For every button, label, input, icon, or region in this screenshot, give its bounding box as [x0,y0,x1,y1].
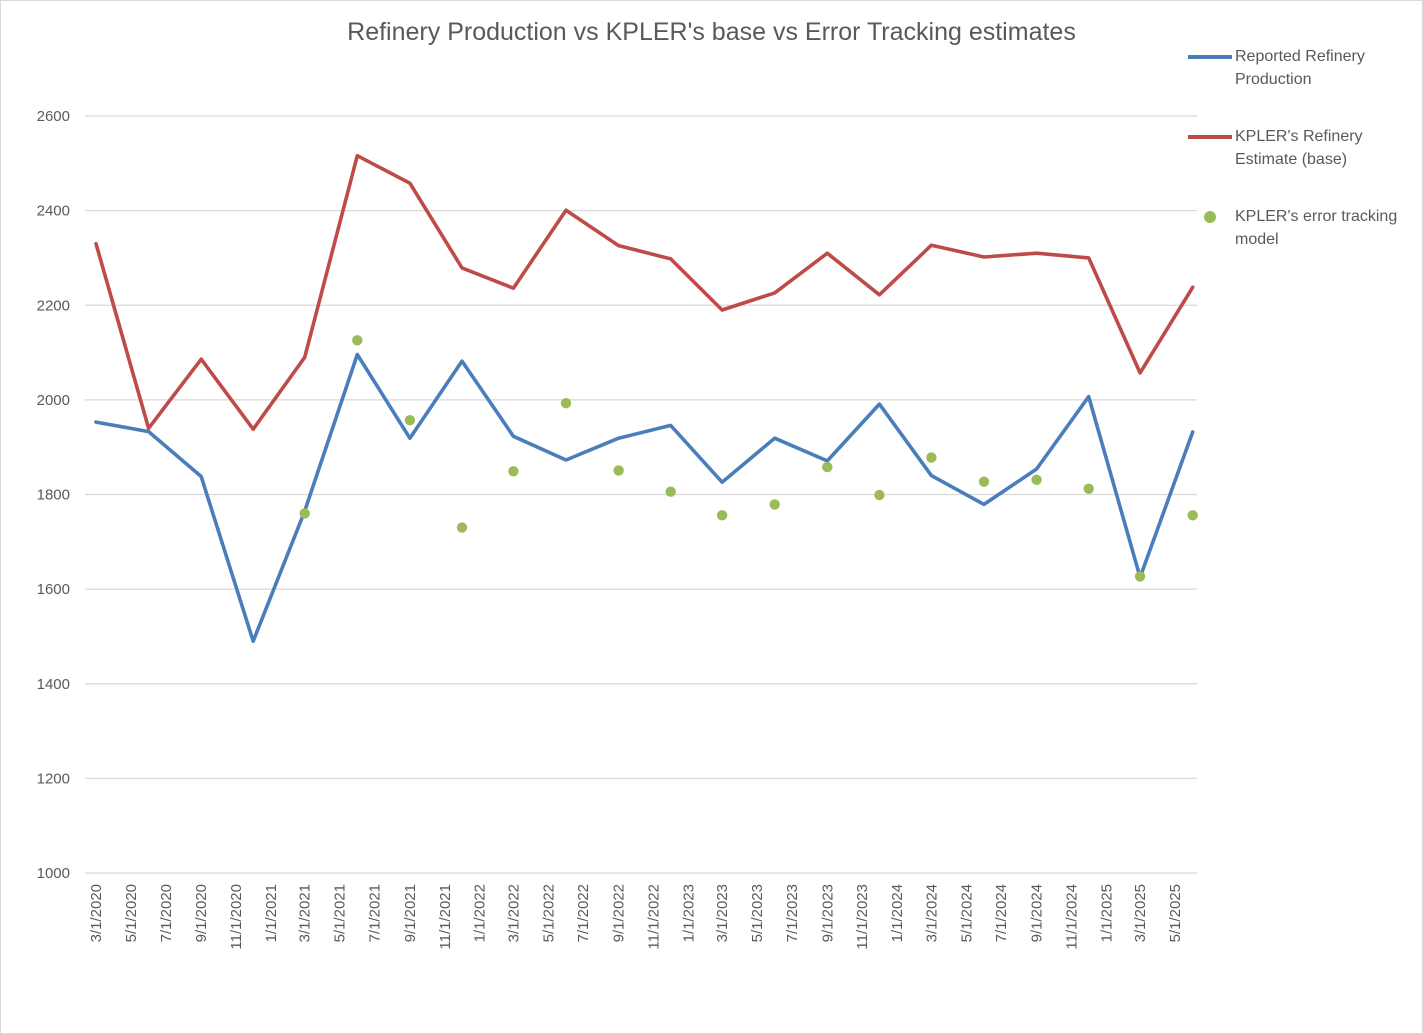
x-tick-label: 9/1/2024 [1029,884,1046,942]
x-tick-label: 9/1/2022 [611,884,628,942]
legend-item-kpler-base[interactable]: KPLER's Refinery Estimate (base) [1188,125,1418,205]
legend-label-error-tracking: KPLER's error tracking model [1235,205,1415,251]
legend-label-line: Reported Refinery [1235,48,1365,65]
data-point[interactable] [1031,474,1042,485]
data-point[interactable] [560,398,572,409]
x-tick-label: 3/1/2023 [714,884,731,942]
x-tick-label: 11/1/2021 [437,884,454,950]
series-kpler-base [94,153,1195,432]
data-point[interactable] [508,466,519,477]
y-tick-label: 1600 [37,581,70,598]
x-tick-label: 5/1/2025 [1167,884,1184,942]
x-tick-label: 9/1/2020 [193,884,210,942]
y-tick-label: 1800 [37,487,70,504]
chart-title: Refinery Production vs KPLER's base vs E… [347,18,1076,46]
data-point[interactable] [456,522,468,533]
x-tick-label: 11/1/2023 [854,884,871,950]
y-axis: 1000 1200 1400 1600 1800 2000 2200 2400 2600 [37,108,70,882]
data-point[interactable] [926,452,937,463]
series-reported [94,352,1195,644]
legend-swatch-error-tracking [1204,211,1216,223]
x-tick-label: 5/1/2021 [332,884,349,942]
legend-label-line: model [1235,231,1279,248]
x-tick-label: 7/1/2024 [993,884,1010,942]
legend-swatch-reported [1188,55,1232,59]
x-tick-label: 3/1/2025 [1132,884,1149,942]
x-tick-label: 3/1/2024 [923,884,940,942]
x-tick-label: 3/1/2020 [88,884,105,942]
x-tick-label: 7/1/2022 [575,884,592,942]
y-tick-label: 1200 [37,770,70,787]
y-tick-label: 1400 [37,676,70,693]
x-tick-label: 11/1/2024 [1064,884,1081,950]
x-tick-label: 5/1/2022 [540,884,557,942]
series-line[interactable] [94,352,1195,644]
legend-item-error-tracking[interactable]: KPLER's error tracking model [1188,205,1418,285]
legend-label-line: KPLER's Refinery [1235,128,1363,145]
x-tick-label: 11/1/2022 [646,884,663,950]
x-tick-label: 11/1/2020 [228,884,245,950]
x-tick-label: 5/1/2024 [958,884,975,942]
gridlines [85,115,1197,874]
x-axis: 3/1/2020 5/1/2020 7/1/2020 9/1/2020 11/1/202… [88,884,1184,950]
x-tick-label: 5/1/2020 [123,884,140,942]
data-point[interactable] [299,508,310,519]
x-tick-label: 1/1/2021 [263,884,280,942]
legend-label-reported: Reported Refinery Production [1235,45,1415,91]
x-tick-label: 1/1/2023 [680,884,697,942]
data-point[interactable] [665,486,676,497]
y-tick-label: 2200 [37,297,70,314]
data-point[interactable] [1187,510,1198,521]
data-point[interactable] [1134,571,1146,582]
x-tick-label: 7/1/2020 [158,884,175,942]
y-tick-label: 2000 [37,392,70,409]
legend-item-reported[interactable]: Reported Refinery Production [1188,45,1418,125]
data-point[interactable] [874,489,885,501]
data-point[interactable] [716,510,728,521]
x-tick-label: 9/1/2021 [402,884,419,942]
x-tick-label: 1/1/2025 [1098,884,1115,942]
data-point[interactable] [404,415,416,426]
y-tick-label: 2600 [37,108,70,125]
x-tick-label: 9/1/2023 [819,884,836,942]
legend-label-line: Production [1235,71,1312,88]
data-point[interactable] [978,476,990,487]
x-tick-label: 3/1/2021 [297,884,314,942]
x-tick-label: 7/1/2021 [366,884,383,942]
legend: Reported Refinery Production KPLER's Ref… [1188,45,1418,285]
x-tick-label: 1/1/2022 [472,884,489,942]
data-point[interactable] [822,461,833,473]
data-point[interactable] [613,465,624,476]
y-tick-label: 2400 [37,203,70,220]
series [94,153,1198,644]
legend-label-line: Estimate (base) [1235,151,1348,168]
data-point[interactable] [769,499,780,510]
x-tick-label: 7/1/2023 [784,884,801,942]
x-tick-label: 1/1/2024 [889,884,906,942]
x-tick-label: 5/1/2023 [749,884,766,942]
series-error-tracking [299,335,1198,582]
data-point[interactable] [352,335,363,346]
legend-label-kpler-base: KPLER's Refinery Estimate (base) [1235,125,1415,171]
legend-label-line: KPLER's error tracking [1235,208,1398,225]
y-tick-label: 1000 [37,865,70,882]
data-point[interactable] [1083,483,1094,494]
legend-swatch-kpler-base [1188,135,1232,139]
x-tick-label: 3/1/2022 [505,884,522,942]
series-line[interactable] [94,153,1195,432]
